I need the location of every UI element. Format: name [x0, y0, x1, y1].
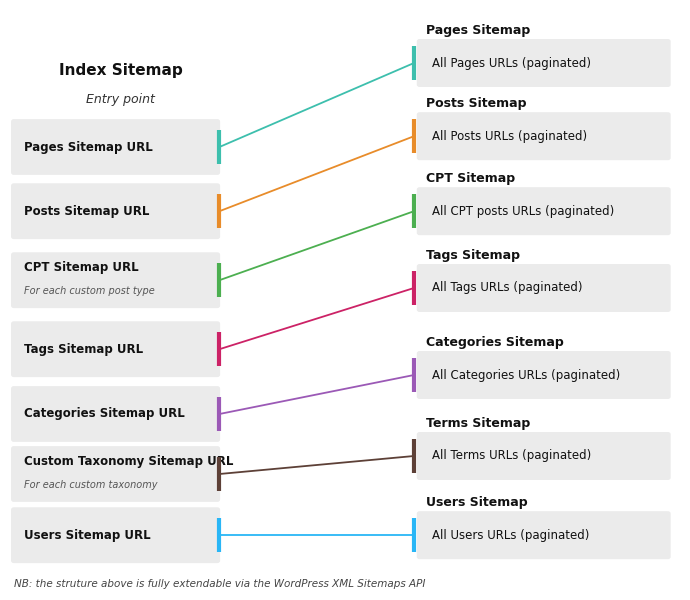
- Text: Tags Sitemap: Tags Sitemap: [426, 248, 520, 262]
- Text: Users Sitemap URL: Users Sitemap URL: [24, 529, 151, 542]
- Text: Posts Sitemap: Posts Sitemap: [426, 97, 527, 110]
- FancyBboxPatch shape: [417, 264, 671, 312]
- Text: Categories Sitemap URL: Categories Sitemap URL: [24, 407, 185, 421]
- Text: All CPT posts URLs (paginated): All CPT posts URLs (paginated): [432, 205, 614, 218]
- Text: Pages Sitemap URL: Pages Sitemap URL: [24, 140, 153, 154]
- Text: All Posts URLs (paginated): All Posts URLs (paginated): [432, 130, 587, 143]
- Text: CPT Sitemap: CPT Sitemap: [426, 172, 515, 185]
- Text: Categories Sitemap: Categories Sitemap: [426, 335, 564, 349]
- Text: Terms Sitemap: Terms Sitemap: [426, 416, 531, 430]
- Text: All Tags URLs (paginated): All Tags URLs (paginated): [432, 281, 582, 295]
- Text: Tags Sitemap URL: Tags Sitemap URL: [24, 343, 144, 356]
- FancyBboxPatch shape: [417, 432, 671, 480]
- Text: For each custom taxonomy: For each custom taxonomy: [24, 480, 157, 490]
- Text: Entry point: Entry point: [86, 93, 155, 106]
- FancyBboxPatch shape: [11, 184, 220, 239]
- FancyBboxPatch shape: [417, 351, 671, 399]
- Text: Users Sitemap: Users Sitemap: [426, 496, 528, 509]
- FancyBboxPatch shape: [417, 511, 671, 559]
- FancyBboxPatch shape: [11, 322, 220, 377]
- Text: Index Sitemap: Index Sitemap: [59, 63, 183, 78]
- FancyBboxPatch shape: [11, 446, 220, 502]
- FancyBboxPatch shape: [11, 252, 220, 308]
- Text: All Terms URLs (paginated): All Terms URLs (paginated): [432, 449, 591, 463]
- Text: Custom Taxonomy Sitemap URL: Custom Taxonomy Sitemap URL: [24, 455, 233, 468]
- Text: NB: the struture above is fully extendable via the WordPress XML Sitemaps API: NB: the struture above is fully extendab…: [14, 579, 425, 589]
- Text: Posts Sitemap URL: Posts Sitemap URL: [24, 205, 150, 218]
- FancyBboxPatch shape: [417, 39, 671, 87]
- FancyBboxPatch shape: [11, 119, 220, 175]
- FancyBboxPatch shape: [11, 507, 220, 563]
- Text: All Users URLs (paginated): All Users URLs (paginated): [432, 529, 589, 542]
- Text: All Pages URLs (paginated): All Pages URLs (paginated): [432, 56, 591, 70]
- FancyBboxPatch shape: [11, 386, 220, 442]
- Text: For each custom post type: For each custom post type: [24, 286, 155, 296]
- Text: All Categories URLs (paginated): All Categories URLs (paginated): [432, 368, 620, 382]
- Text: Pages Sitemap: Pages Sitemap: [426, 23, 531, 37]
- FancyBboxPatch shape: [417, 187, 671, 235]
- FancyBboxPatch shape: [417, 112, 671, 160]
- Text: CPT Sitemap URL: CPT Sitemap URL: [24, 261, 139, 274]
